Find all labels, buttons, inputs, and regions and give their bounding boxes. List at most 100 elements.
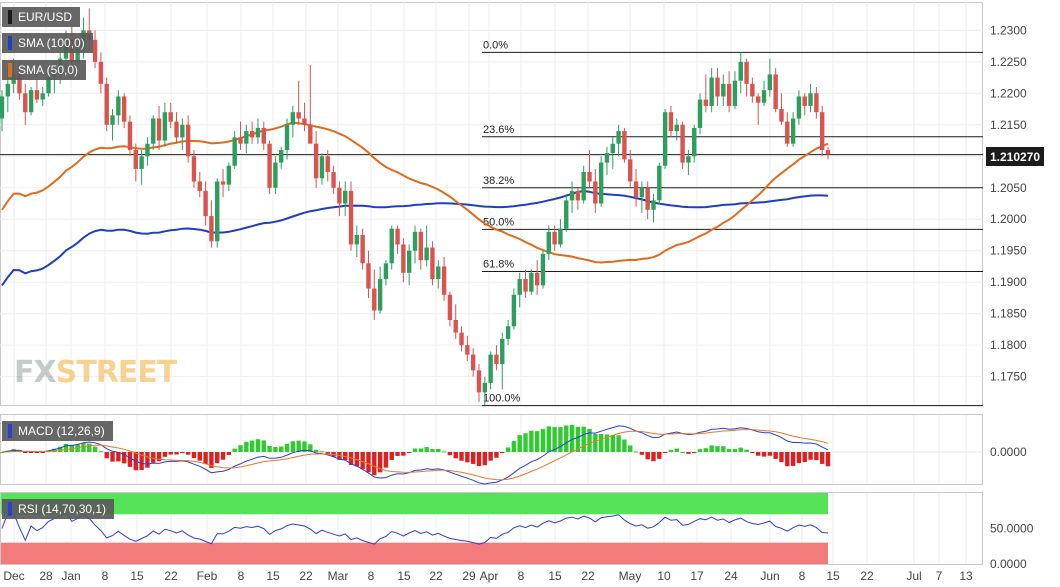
- candle-bull: [639, 187, 645, 198]
- x-tick-label: Jul: [906, 569, 921, 583]
- macd-histogram-bar: [668, 449, 674, 452]
- candle-bull: [406, 250, 412, 273]
- macd-line: [1, 425, 829, 485]
- legend-sma50: SMA (50,0): [2, 60, 87, 80]
- candle-bear: [819, 112, 825, 150]
- x-tick-label: Jun: [760, 569, 779, 583]
- candle-bull: [564, 200, 569, 229]
- candle-bull: [412, 231, 418, 251]
- macd-histogram-bar: [28, 452, 34, 453]
- macd-histogram-bar: [808, 452, 813, 460]
- macd-histogram-bar: [104, 452, 109, 459]
- macd-histogram-bar: [703, 448, 709, 452]
- candle-bear: [17, 74, 22, 94]
- x-tick-label: Jan: [61, 569, 80, 583]
- x-tick-label: 17: [690, 569, 704, 583]
- rsi-overbought-zone: [1, 493, 828, 515]
- candle-bear: [92, 39, 98, 62]
- candle-bear: [703, 99, 709, 106]
- candle-bull: [662, 112, 668, 166]
- macd-histogram-bar: [610, 434, 615, 452]
- candle-bear: [203, 190, 208, 217]
- candle-bull: [761, 90, 767, 103]
- candle-bear: [750, 83, 755, 97]
- candle-bear: [34, 90, 40, 100]
- macd-histogram-bar: [215, 452, 220, 464]
- macd-histogram-bar: [145, 452, 150, 468]
- candle-bull: [540, 253, 546, 286]
- macd-histogram-bar: [151, 452, 156, 463]
- candle-bull: [482, 382, 488, 393]
- x-tick-label: 28: [39, 569, 53, 583]
- candle-bull: [110, 115, 115, 125]
- candle-bear: [261, 127, 266, 144]
- x-tick-label: 15: [397, 569, 411, 583]
- candle-bear: [302, 118, 307, 125]
- macd-histogram-bar: [674, 448, 679, 452]
- candle-bear: [785, 121, 790, 144]
- legend-swatch: [8, 424, 12, 438]
- macd-histogram-bar: [116, 452, 121, 462]
- candle-bear: [366, 263, 371, 289]
- macd-histogram-bar: [465, 452, 470, 463]
- candle-bull: [116, 96, 121, 116]
- macd-histogram-bar: [284, 443, 290, 452]
- legend-swatch: [8, 63, 12, 77]
- fib-level-label: 23.6%: [483, 124, 514, 136]
- candle-bull: [5, 83, 11, 97]
- y-tick-label: 1.1900: [990, 275, 1027, 289]
- legend-swatch: [8, 36, 12, 50]
- x-tick-label: 7: [936, 569, 943, 583]
- x-tick-label: 8: [518, 569, 525, 583]
- macd-histogram-bar: [785, 452, 790, 467]
- x-tick-label: 29: [462, 569, 476, 583]
- candle-bull: [517, 279, 522, 295]
- macd-histogram-bar: [773, 452, 778, 459]
- macd-histogram-bar: [604, 434, 610, 452]
- macd-histogram-bar: [598, 434, 604, 452]
- candle-bull: [529, 272, 534, 292]
- y-axis: 1.23001.22501.22001.21501.21001.20501.20…: [990, 23, 1034, 571]
- legend-sma100: SMA (100,0): [2, 33, 93, 53]
- macd-histogram-bar: [238, 445, 243, 452]
- macd-histogram-bar: [296, 440, 301, 452]
- candle-bull: [342, 190, 348, 204]
- macd-panel: [0, 424, 983, 485]
- sma50-line: [1, 121, 829, 264]
- candle-bull: [0, 96, 5, 119]
- macd-histogram-bar: [651, 452, 656, 462]
- macd-histogram-bar: [255, 439, 261, 452]
- macd-histogram-bar: [406, 452, 412, 453]
- x-tick-label: 22: [429, 569, 443, 583]
- candle-bear: [337, 187, 342, 204]
- macd-histogram-bar: [162, 452, 168, 457]
- macd-histogram-bar: [796, 452, 802, 464]
- macd-histogram-bar: [273, 447, 278, 452]
- x-tick-label: 15: [548, 569, 562, 583]
- candle-bull: [28, 90, 34, 113]
- macd-histogram-bar: [721, 446, 726, 452]
- candle-bull: [808, 93, 813, 106]
- macd-histogram-bar: [401, 452, 406, 456]
- macd-histogram-bar: [476, 452, 482, 467]
- candle-bear: [715, 77, 720, 97]
- candle-bull: [604, 153, 610, 163]
- macd-histogram-bar: [802, 452, 807, 462]
- macd-histogram-bar: [191, 452, 197, 459]
- macd-histogram-bar: [569, 424, 575, 452]
- candle-bull: [767, 74, 773, 91]
- candle-bear: [447, 294, 453, 320]
- candle-bear: [552, 231, 557, 245]
- candle-bull: [657, 165, 662, 201]
- x-tick-label: 8: [102, 569, 109, 583]
- macd-histogram-bar: [267, 445, 272, 452]
- candle-bull: [319, 156, 325, 179]
- candle-bull: [505, 326, 511, 339]
- macd-histogram-bar: [395, 452, 400, 456]
- macd-histogram-bar: [209, 452, 214, 468]
- x-tick-label: 8: [799, 569, 806, 583]
- x-tick-label: 24: [724, 569, 738, 583]
- macd-histogram-bar: [779, 452, 784, 463]
- macd-histogram-bar: [389, 452, 394, 460]
